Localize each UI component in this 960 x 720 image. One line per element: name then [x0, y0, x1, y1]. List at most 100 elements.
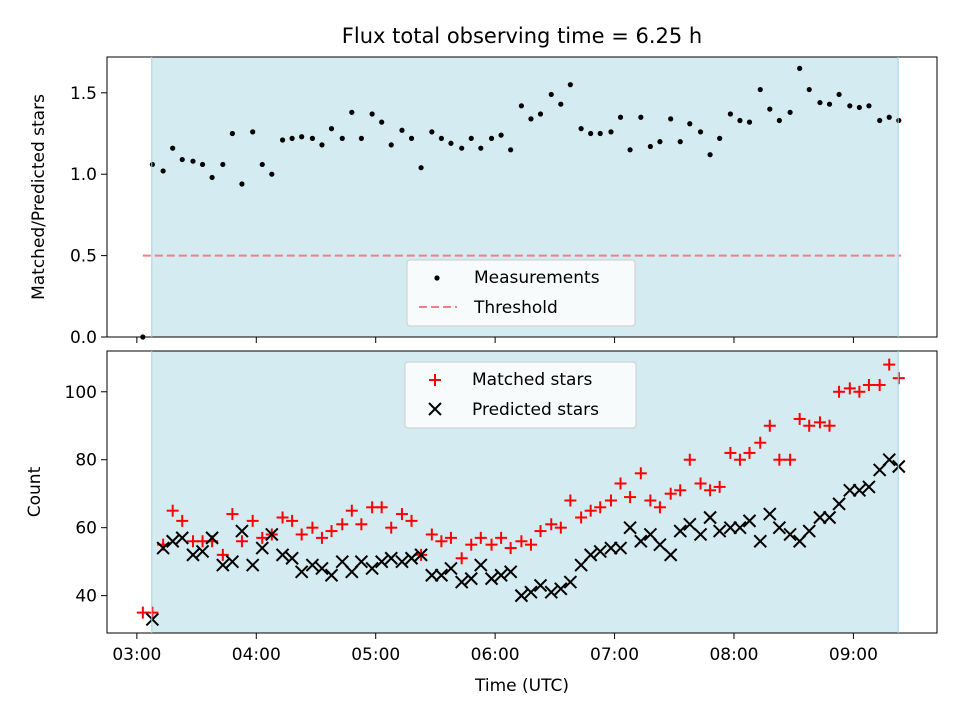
- point-measurements-55: [687, 121, 693, 127]
- point-measurements-28: [418, 165, 424, 171]
- point-measurements-62: [757, 86, 763, 93]
- point-measurements-11: [250, 129, 256, 135]
- top-ytick-label-1: 0.5: [70, 247, 97, 267]
- point-measurements-18: [319, 142, 325, 148]
- point-predicted-stars-58: [723, 520, 738, 535]
- point-predicted-stars-53: [673, 524, 687, 538]
- top-plot-frame: [106, 56, 938, 338]
- point-predicted-stars-29: [434, 568, 449, 582]
- bot-xtick-label-2: 05:00: [351, 645, 400, 665]
- point-predicted-stars-25: [395, 554, 409, 569]
- point-measurements-72: [856, 104, 862, 111]
- point-matched-stars-56: [694, 477, 707, 490]
- point-predicted-stars-22: [365, 561, 379, 576]
- point-predicted-stars-64: [783, 527, 797, 542]
- point-predicted-stars-18: [324, 568, 339, 582]
- point-matched-stars-25: [385, 521, 398, 534]
- point-measurements-17: [309, 135, 316, 141]
- point-predicted-stars-74: [882, 453, 896, 467]
- point-predicted-stars-31: [454, 575, 469, 589]
- point-measurements-54: [677, 139, 683, 145]
- bot-xtick-label-5: 08:00: [709, 645, 758, 665]
- point-matched-stars-41: [545, 518, 558, 531]
- point-predicted-stars-17: [315, 561, 329, 576]
- point-matched-stars-52: [653, 501, 666, 514]
- point-measurements-8: [220, 161, 226, 168]
- point-measurements-47: [608, 129, 614, 135]
- point-matched-stars-69: [823, 419, 836, 432]
- point-matched-stars-30: [435, 535, 448, 548]
- point-matched-stars-71: [843, 382, 856, 395]
- point-predicted-stars-40: [544, 585, 558, 599]
- point-measurements-40: [537, 111, 544, 117]
- bottom-plot-frame: [106, 350, 938, 634]
- point-matched-stars-45: [584, 504, 597, 517]
- point-predicted-stars-66: [802, 524, 816, 538]
- point-measurements-68: [817, 99, 823, 106]
- point-measurements-59: [727, 111, 733, 117]
- point-measurements-5: [190, 158, 196, 164]
- legend-measurements-marker: [434, 275, 440, 281]
- point-measurements-41: [548, 91, 554, 98]
- point-predicted-stars-69: [832, 497, 846, 511]
- point-predicted-stars-24: [384, 551, 398, 565]
- point-measurements-21: [349, 109, 355, 115]
- point-matched-stars-16: [295, 528, 308, 541]
- point-matched-stars-32: [455, 552, 468, 565]
- point-predicted-stars-38: [524, 585, 538, 599]
- point-matched-stars-73: [862, 378, 875, 391]
- point-matched-stars-40: [534, 525, 547, 538]
- point-matched-stars-58: [713, 480, 726, 493]
- point-matched-stars-50: [634, 467, 647, 480]
- point-measurements-46: [597, 130, 603, 137]
- point-matched-stars-39: [524, 538, 537, 551]
- top-ytick-label-0: 0.0: [70, 328, 97, 348]
- point-matched-stars-18: [315, 531, 328, 544]
- point-predicted-stars-0: [145, 612, 160, 627]
- point-matched-stars-17: [306, 521, 319, 534]
- point-predicted-stars-44: [583, 548, 598, 562]
- bot-ytick-label-1: 60: [75, 519, 97, 539]
- point-predicted-stars-56: [703, 510, 717, 525]
- point-predicted-stars-47: [613, 541, 628, 555]
- point-measurements-34: [478, 145, 484, 151]
- point-predicted-stars-27: [414, 548, 428, 562]
- bot-xtick-label-0: 03:00: [112, 645, 161, 665]
- point-measurements-56: [697, 129, 704, 135]
- point-measurements-75: [886, 114, 892, 120]
- point-matched-stars-27: [405, 514, 418, 527]
- point-matched-stars-26: [395, 508, 408, 521]
- point-predicted-stars-61: [753, 534, 767, 548]
- point-matched-stars-35: [485, 538, 498, 551]
- point-predicted-stars-60: [742, 514, 757, 528]
- point-matched-stars-76: [892, 372, 905, 385]
- point-predicted-stars-49: [634, 534, 648, 548]
- point-measurements-52: [657, 139, 663, 145]
- point-measurements-6: [199, 161, 206, 168]
- bottom-legend: Matched stars Predicted stars: [404, 361, 637, 429]
- point-matched-stars-11: [246, 514, 259, 527]
- point-measurements-70: [836, 91, 842, 98]
- point-matched-stars-60: [733, 453, 746, 466]
- point-matched-stars-64: [773, 453, 786, 466]
- top-ylabel: Matched/Predicted stars: [29, 94, 49, 300]
- point-measurements-12: [259, 161, 265, 168]
- point-matched-stars-33: [465, 538, 478, 551]
- point-predicted-stars-59: [733, 520, 747, 535]
- point-measurements-22: [358, 135, 364, 141]
- point-predicted-stars-23: [374, 554, 389, 569]
- point-predicted-stars-1: [156, 541, 170, 555]
- point-predicted-stars-26: [404, 551, 419, 565]
- point-measurements-31: [448, 140, 454, 146]
- point-matched-stars-68: [813, 416, 826, 429]
- point-matched-stars-12: [256, 531, 269, 544]
- point-matched-stars-63: [763, 419, 776, 432]
- point-matched-stars-38: [515, 535, 528, 548]
- point-predicted-stars-71: [852, 483, 867, 498]
- point-matched-stars-59: [724, 446, 737, 459]
- point-measurements-7: [209, 174, 215, 181]
- point-measurements-69: [826, 101, 833, 107]
- point-measurements-60: [737, 117, 743, 124]
- point-matched-stars-75: [883, 358, 896, 371]
